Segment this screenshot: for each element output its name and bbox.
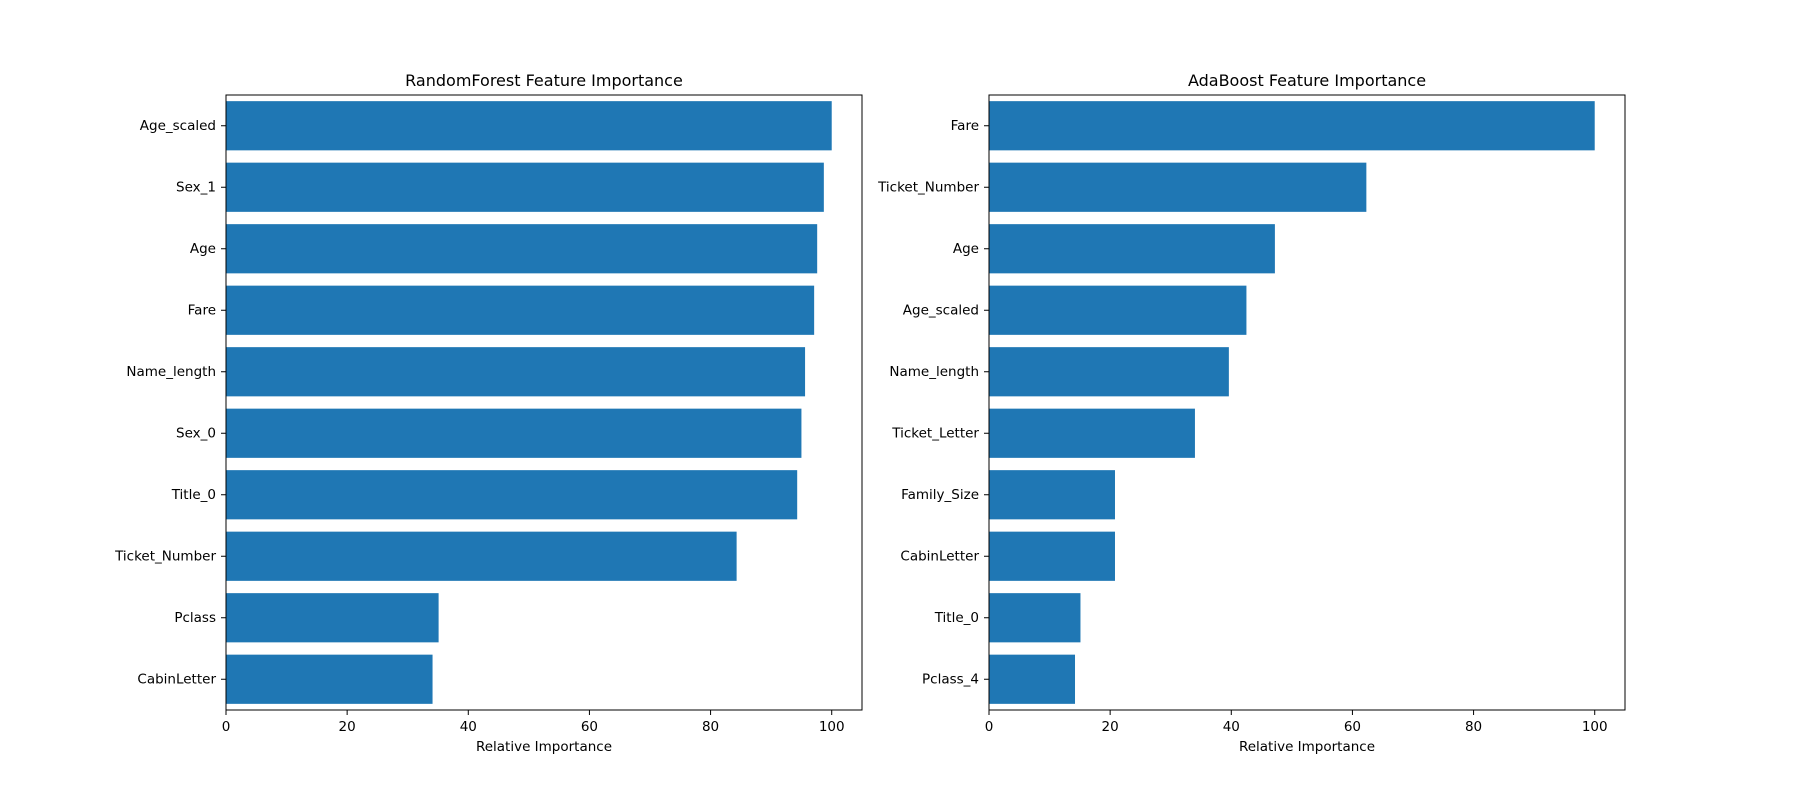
y-tick-label: Ticket_Letter bbox=[891, 425, 979, 441]
bar bbox=[226, 347, 806, 397]
bar bbox=[226, 470, 798, 520]
bar bbox=[989, 593, 1081, 643]
bar-group bbox=[226, 101, 832, 704]
y-tick-label: Fare bbox=[188, 302, 216, 318]
bar bbox=[226, 224, 818, 274]
y-tick-label: Age bbox=[953, 241, 979, 257]
bar bbox=[226, 531, 737, 581]
plot-frame bbox=[988, 94, 1626, 711]
chart-title: RandomForest Feature Importance bbox=[405, 71, 683, 90]
bar bbox=[226, 654, 433, 704]
x-tick-label: 80 bbox=[702, 719, 719, 735]
x-tick-label: 0 bbox=[222, 719, 231, 735]
y-tick-label: Family_Size bbox=[901, 487, 979, 503]
y-tick-group: Fare Ticket_Number Age Age_scaled Name_lengt… bbox=[877, 118, 989, 687]
bar bbox=[226, 285, 815, 335]
y-tick-label: Ticket_Number bbox=[877, 179, 979, 195]
x-axis-label: Relative Importance bbox=[476, 739, 612, 755]
y-tick-label: Pclass_4 bbox=[922, 671, 979, 687]
plot-frame bbox=[225, 94, 863, 711]
bar bbox=[226, 408, 802, 458]
bar bbox=[989, 285, 1247, 335]
x-tick-label: 60 bbox=[581, 719, 598, 735]
x-tick-label: 20 bbox=[339, 719, 356, 735]
y-tick-label: Name_length bbox=[889, 364, 979, 380]
bar bbox=[226, 101, 832, 151]
x-tick-label: 20 bbox=[1102, 719, 1119, 735]
bar bbox=[989, 531, 1115, 581]
bar bbox=[989, 408, 1195, 458]
bar bbox=[989, 347, 1229, 397]
bar bbox=[989, 162, 1367, 212]
y-tick-label: Fare bbox=[951, 118, 979, 134]
x-tick-label: 100 bbox=[819, 719, 845, 735]
adaboost-chart: AdaBoost Feature Importance Fare Ticket_N… bbox=[877, 71, 1626, 755]
x-axis-label: Relative Importance bbox=[1239, 739, 1375, 755]
x-tick-group: 0 20 40 60 80 100 bbox=[985, 710, 1608, 735]
bar bbox=[989, 101, 1595, 151]
chart-title: AdaBoost Feature Importance bbox=[1188, 71, 1426, 90]
x-tick-label: 40 bbox=[1223, 719, 1240, 735]
y-tick-group: Age_scaled Sex_1 Age Fare Name_length Sex_0 Ti… bbox=[114, 118, 226, 687]
y-tick-label: Age_scaled bbox=[140, 118, 216, 134]
y-tick-label: CabinLetter bbox=[900, 548, 979, 564]
y-tick-label: Name_length bbox=[126, 364, 216, 380]
x-tick-label: 80 bbox=[1465, 719, 1482, 735]
y-tick-label: CabinLetter bbox=[137, 671, 216, 687]
x-tick-label: 0 bbox=[985, 719, 994, 735]
x-tick-label: 40 bbox=[460, 719, 477, 735]
bar bbox=[226, 593, 439, 643]
bar-group bbox=[989, 101, 1595, 704]
x-tick-group: 0 20 40 60 80 100 bbox=[222, 710, 845, 735]
bar bbox=[989, 470, 1115, 520]
bar bbox=[989, 654, 1076, 704]
y-tick-label: Age bbox=[190, 241, 216, 257]
y-tick-label: Sex_1 bbox=[176, 179, 216, 195]
bar bbox=[989, 224, 1275, 274]
randomforest-chart: RandomForest Feature Importance Age_scal… bbox=[114, 71, 863, 755]
x-tick-label: 60 bbox=[1344, 719, 1361, 735]
x-tick-label: 100 bbox=[1582, 719, 1608, 735]
y-tick-label: Age_scaled bbox=[903, 302, 979, 318]
y-tick-label: Title_0 bbox=[934, 610, 979, 626]
y-tick-label: Title_0 bbox=[171, 487, 216, 503]
bar bbox=[226, 162, 824, 212]
y-tick-label: Pclass bbox=[174, 610, 216, 626]
y-tick-label: Sex_0 bbox=[176, 425, 216, 441]
y-tick-label: Ticket_Number bbox=[114, 548, 216, 564]
